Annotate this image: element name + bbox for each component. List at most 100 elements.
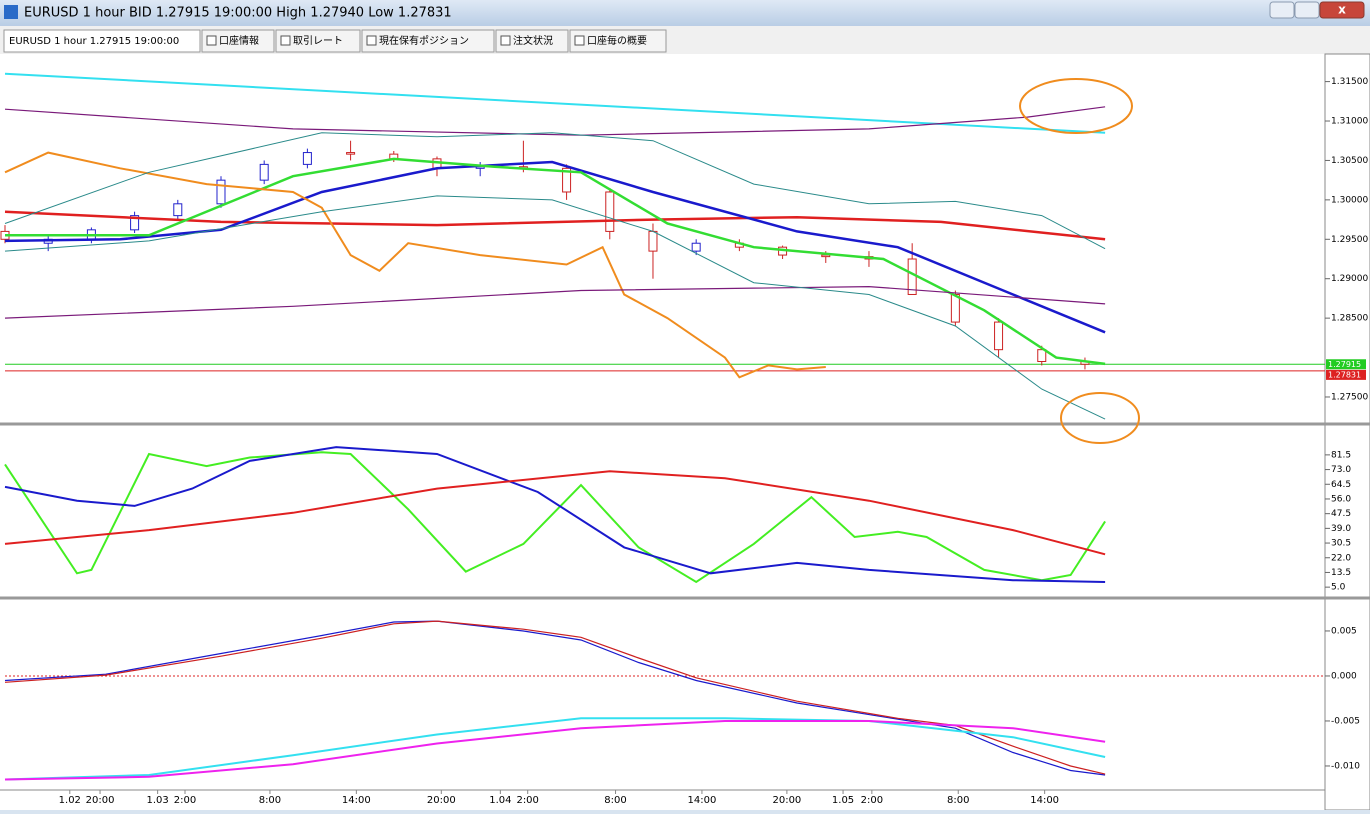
x-tick-label: 14:00: [688, 795, 717, 806]
x-tick-label: 14:00: [342, 795, 371, 806]
candle-body: [216, 179, 226, 205]
candle-body: [605, 191, 615, 232]
indicator-line: [4, 72, 1106, 134]
tab-icon: [206, 35, 217, 46]
x-tick-label: 2:00: [174, 795, 196, 806]
close-button[interactable]: [1319, 1, 1365, 19]
price-tag-label: 1.27831: [1328, 370, 1361, 379]
y-tick-label: 1.29500: [1331, 235, 1368, 245]
tab[interactable]: [3, 29, 201, 53]
y-tick-label: 1.31000: [1331, 117, 1368, 127]
indicator-line: [4, 717, 1106, 781]
x-tick-label: 1.03: [147, 795, 169, 806]
y-tick-label: -0.005: [1331, 716, 1360, 726]
candle-body: [691, 242, 701, 252]
indicator-line: [4, 106, 1106, 136]
price-tag-label: 1.27915: [1328, 360, 1361, 369]
price-axis: [1324, 53, 1370, 811]
candle-body: [130, 215, 140, 231]
tab[interactable]: [201, 29, 275, 53]
x-tick-label: 8:00: [947, 795, 969, 806]
indicator-line: [4, 720, 1106, 781]
chart-area: [0, 54, 1370, 810]
tab-label: 現在保有ポジション: [379, 34, 469, 47]
x-tick-label: 1.02: [59, 795, 81, 806]
window-title: EURUSD 1 hour BID 1.27915 19:00:00 High …: [24, 6, 452, 21]
candle-body: [259, 163, 269, 181]
tab-label: 口座情報: [219, 34, 259, 47]
tab[interactable]: [275, 29, 361, 53]
minimize-button[interactable]: [1269, 1, 1295, 19]
candle-body: [302, 152, 312, 165]
y-tick-label: 0.005: [1331, 626, 1357, 636]
close-icon: x: [1338, 3, 1346, 17]
indicator-line: [4, 446, 1106, 583]
x-tick-label: 20:00: [86, 795, 115, 806]
tab-label: 注文状況: [513, 34, 553, 47]
candle-body: [821, 254, 831, 258]
indicator-line: [4, 451, 1106, 584]
y-tick-label: 30.5: [1331, 539, 1351, 549]
indicator-line: [4, 132, 1106, 250]
tab[interactable]: [495, 29, 569, 53]
x-tick-label: 2:00: [861, 795, 883, 806]
y-tick-label: 1.31500: [1331, 77, 1368, 87]
candle-body: [648, 230, 658, 252]
candle-body: [173, 203, 183, 217]
tab[interactable]: [361, 29, 495, 53]
y-tick-label: 56.0: [1331, 494, 1351, 504]
x-tick-label: 14:00: [1030, 795, 1059, 806]
candle-body: [1037, 349, 1047, 362]
candle-body: [346, 152, 356, 155]
x-tick-label: 20:00: [427, 795, 456, 806]
indicator-line: [4, 195, 1106, 420]
tab-label: 取引レート: [293, 35, 343, 47]
x-tick-label: 8:00: [604, 795, 626, 806]
candle-body: [562, 167, 572, 193]
tab-icon: [280, 35, 291, 46]
y-tick-label: 39.0: [1331, 524, 1351, 534]
candle-body: [994, 321, 1004, 351]
indicator-line: [4, 620, 1106, 776]
tab-icon: [366, 35, 377, 46]
annotation-circle: [1019, 78, 1133, 134]
indicator-line: [5, 157, 1106, 366]
indicator-line: [4, 620, 1106, 775]
price-tag: [1326, 359, 1366, 370]
x-tick-label: 1.05: [832, 795, 854, 806]
y-tick-label: 1.27500: [1331, 392, 1368, 402]
y-tick-label: 1.30500: [1331, 156, 1368, 166]
y-tick-label: 0.000: [1331, 671, 1357, 681]
y-tick-label: 13.5: [1331, 568, 1351, 578]
indicator-line: [4, 285, 1106, 319]
y-tick-label: 1.30000: [1331, 195, 1368, 205]
tab[interactable]: [569, 29, 667, 53]
price-tag: [1326, 369, 1366, 380]
x-tick-label: 20:00: [772, 795, 801, 806]
y-tick-label: 47.5: [1331, 509, 1351, 519]
maximize-button[interactable]: [1294, 1, 1320, 19]
x-tick-label: 2:00: [516, 795, 538, 806]
indicator-line: [4, 151, 826, 379]
y-tick-label: 81.5: [1331, 450, 1351, 460]
annotation-circle: [1060, 392, 1140, 444]
x-tick-label: 1.04: [489, 795, 511, 806]
app-icon: [4, 5, 18, 19]
y-tick-label: 73.0: [1331, 465, 1351, 475]
indicator-line: [4, 160, 1106, 334]
title-bar: [0, 0, 1370, 26]
tab-label: 口座毎の概要: [587, 34, 647, 47]
y-tick-label: 22.0: [1331, 553, 1351, 563]
y-tick-label: 64.5: [1331, 480, 1351, 490]
y-tick-label: -0.010: [1331, 761, 1360, 771]
tab-icon: [574, 35, 585, 46]
tab-icon: [500, 35, 511, 46]
indicator-line: [4, 470, 1106, 556]
tab-label: EURUSD 1 hour 1.27915 19:00:00: [9, 36, 179, 47]
candle-body: [950, 293, 960, 323]
y-tick-label: 5.0: [1331, 583, 1346, 593]
indicator-line: [4, 210, 1106, 241]
x-tick-label: 8:00: [259, 795, 281, 806]
